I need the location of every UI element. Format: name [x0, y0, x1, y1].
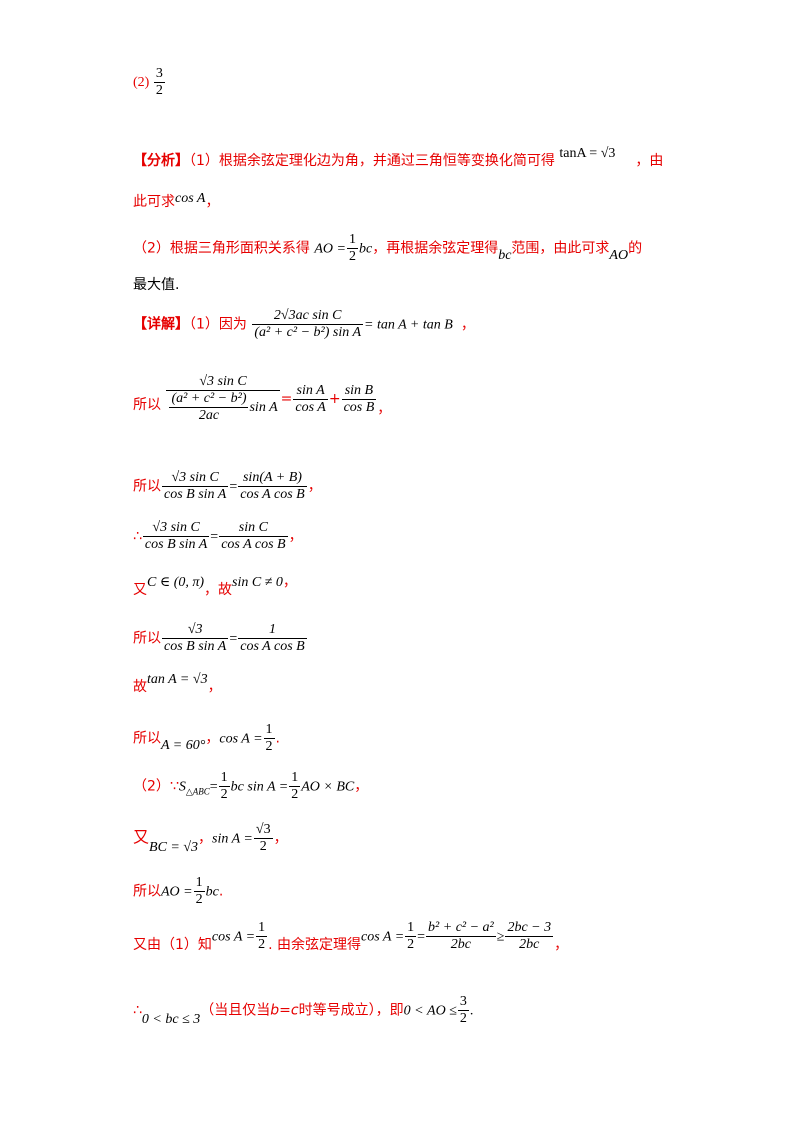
analysis-line-1b: 此可求cos A，: [133, 191, 220, 210]
detail-line-11: 所以AO = 1 2 bc.: [133, 875, 224, 908]
detail-line-12: 又由（1）知cos A = 1 2. 由余弦定理得cos A = 1 2 = b² + c²…: [133, 920, 569, 953]
detail-line-10: 又BC = √3，sin A = √3 2，: [133, 822, 288, 855]
detail-line-6: 所以 √3 cos B sin A = 1 cos A cos B: [133, 622, 307, 655]
analysis-tag: 【分析】: [133, 153, 189, 169]
answer-label: (2): [133, 74, 150, 90]
detail-line-1: 【详解】（1）因为 2√3ac sin C (a² + c² − b²) sin …: [133, 308, 475, 341]
analysis-line-2b: 最大值.: [133, 277, 180, 293]
formula-cosA: cos A: [175, 191, 206, 206]
analysis-line-1: 【分析】（1）根据余弦定理化边为角，并通过三角恒等变换化简可得 tanA = √…: [133, 146, 664, 169]
detail-line-8: 所以A = 60°，cos A = 1 2.: [133, 722, 280, 755]
detail-line-13: ∴0 < bc ≤ 3（当且仅当b=c时等号成立），即0 < AO ≤3 2.: [133, 994, 474, 1027]
detail-tag: 【详解】: [133, 316, 189, 333]
formula-tanA: tanA = √3: [559, 146, 616, 161]
detail-line-7: 故tan A = √3，: [133, 672, 222, 695]
detail-line-9: （2）∵S△ABC= 1 2 bc sin A = 1 2 AO × BC，: [133, 770, 369, 803]
detail-line-5: 又C ∈ (0, π)，故sin C ≠ 0，: [133, 574, 297, 598]
analysis-line-2: （2）根据三角形面积关系得 AO = 1 2 bc，再根据余弦定理得bc范围，由此可求…: [133, 232, 643, 265]
